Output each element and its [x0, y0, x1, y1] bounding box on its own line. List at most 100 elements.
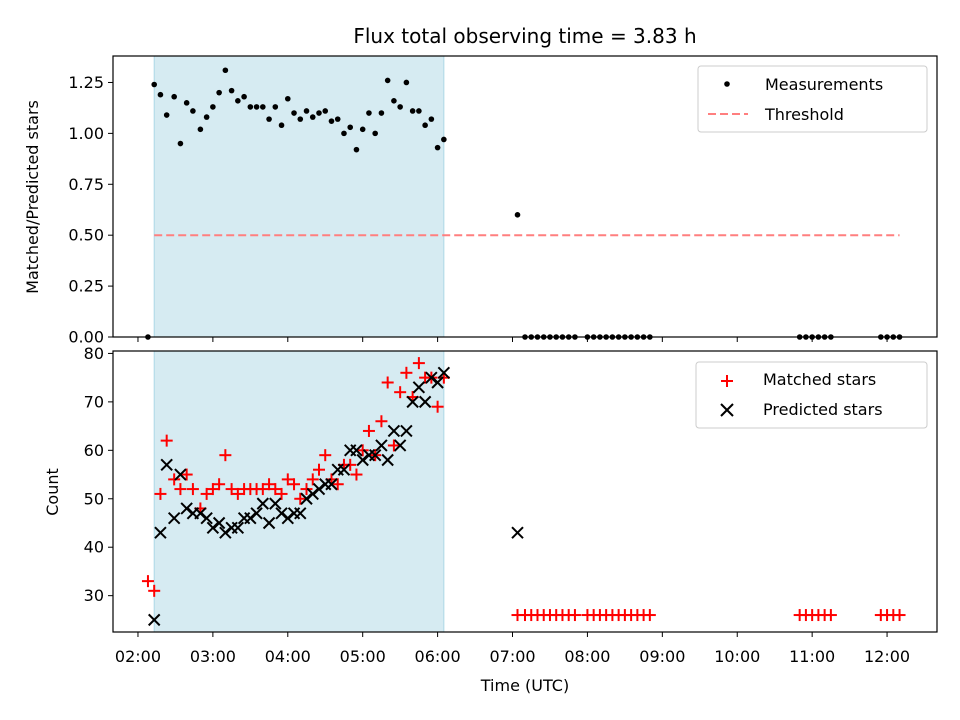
measurement-point — [403, 79, 410, 86]
predicted-x-b — [167, 511, 181, 525]
x-tick-label: 02:00 — [115, 647, 161, 666]
measurement-point — [303, 108, 310, 114]
predicted-star-point — [418, 395, 432, 409]
predicted-star-point — [147, 613, 161, 627]
matched-star-point — [256, 483, 269, 496]
predicted-x-b — [425, 371, 438, 384]
matched-star-point — [275, 487, 288, 500]
matched-star-point — [269, 483, 282, 496]
x-tick-label: 04:00 — [265, 647, 311, 666]
measurement-point — [177, 140, 184, 147]
predicted-star-point — [154, 526, 167, 539]
measurement-point — [341, 130, 347, 137]
predicted-x-b — [212, 516, 226, 530]
measurement-point — [272, 104, 279, 110]
bottom-y-ticks: 30 40 50 60 70 80 — [84, 344, 113, 605]
legend-predicted-label: Predicted stars — [763, 400, 883, 419]
predicted-x-b — [147, 613, 161, 627]
measurement-point — [366, 110, 372, 116]
top-y-tick-label: 0.75 — [68, 175, 104, 194]
measurement-point — [171, 93, 177, 100]
measurement-point — [241, 93, 247, 100]
predicted-x-b — [337, 463, 351, 476]
legend-predicted-marker — [720, 403, 734, 417]
legend-matched-label: Matched stars — [763, 370, 876, 389]
predicted-x-b — [160, 458, 173, 472]
measurement-point — [441, 136, 447, 143]
measurement-point — [266, 116, 272, 122]
measurement-point — [409, 108, 416, 114]
bottom-shaded-span — [153, 350, 445, 633]
predicted-x-b — [275, 507, 288, 520]
predicted-star-point — [368, 448, 382, 462]
measurement-point — [378, 110, 385, 116]
predicted-x-b — [418, 395, 432, 409]
flux-ratio-panel: 0.00 0.25 0.50 0.75 1.00 1.25 Matched/Predict… — [23, 55, 938, 347]
matched-star-point — [344, 458, 357, 471]
predicted-star-point — [381, 453, 394, 467]
predicted-star-point — [387, 424, 401, 438]
predicted-star-point — [400, 424, 413, 438]
predicted-star-point — [160, 458, 173, 472]
predicted-star-point — [431, 376, 444, 389]
matched-star-point — [168, 473, 181, 486]
measurement-point — [309, 114, 316, 120]
predicted-x-b — [174, 468, 187, 481]
bottom-y-tick-label: 70 — [84, 392, 104, 411]
measurement-point — [183, 100, 190, 106]
predicted-star-point — [200, 511, 213, 525]
predicted-star-point — [167, 511, 181, 525]
measurement-point — [284, 95, 291, 102]
predicted-star-point — [174, 468, 187, 481]
predicted-star-point — [212, 516, 226, 530]
predicted-star-point — [262, 516, 276, 530]
measurement-point — [197, 126, 204, 133]
measurement-point — [291, 110, 297, 116]
matched-star-point — [893, 609, 906, 622]
matched-star-point — [281, 473, 294, 486]
top-legend-box — [697, 65, 928, 133]
matched-star-point — [394, 386, 407, 399]
matched-star-point — [141, 575, 154, 588]
measurement-point — [190, 108, 196, 114]
top-y-ticks: 0.00 0.25 0.50 0.75 1.00 1.25 — [68, 73, 113, 347]
matched-star-point — [313, 463, 325, 476]
top-axes-frame — [112, 55, 938, 338]
measurement-point — [347, 124, 354, 131]
predicted-x-b — [350, 444, 363, 457]
bottom-y-tick-label: 50 — [84, 489, 104, 508]
measurement-point — [235, 97, 241, 104]
measurement-point — [203, 114, 210, 120]
matched-star-point — [400, 366, 413, 379]
x-tick-label: 03:00 — [190, 647, 236, 666]
x-axis-label: Time (UTC) — [480, 676, 569, 695]
measurement-point — [384, 77, 391, 84]
measurement-point — [247, 104, 254, 110]
bottom-axes-frame — [112, 350, 938, 633]
measurement-point — [359, 126, 366, 133]
matched-star-point — [350, 468, 363, 481]
top-legend: Measurements Threshold — [697, 65, 928, 133]
predicted-x-b — [194, 507, 207, 520]
matched-star-point — [356, 444, 369, 457]
predicted-star-point — [375, 439, 388, 452]
predicted-star-point — [256, 497, 270, 510]
predicted-x-b — [154, 526, 167, 539]
legend-matched-marker — [721, 375, 733, 387]
predicted-x-b — [200, 511, 213, 525]
bottom-y-tick-label: 60 — [84, 441, 104, 460]
predicted-star-point — [250, 507, 263, 520]
matched-star-point — [381, 376, 394, 389]
top-y-tick-label: 0.00 — [68, 328, 104, 347]
predicted-star-point — [269, 497, 282, 510]
predicted-x-b — [437, 366, 451, 380]
top-y-tick-label: 1.25 — [68, 73, 104, 92]
top-y-tick-label: 1.00 — [68, 124, 104, 143]
matched-star-point — [213, 478, 226, 491]
measurement-point — [328, 118, 335, 124]
matched-star-point — [387, 439, 400, 452]
predicted-x-b — [375, 439, 388, 452]
chart-title: Flux total observing time = 3.83 h — [353, 24, 696, 48]
predicted-star-point — [412, 381, 426, 394]
measurement-point — [163, 112, 170, 118]
